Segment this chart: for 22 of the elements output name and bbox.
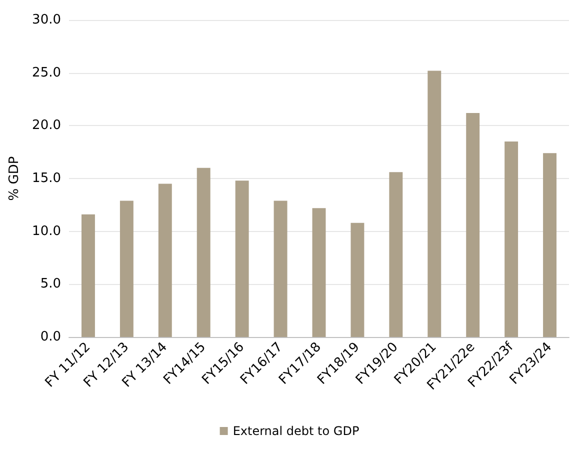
bar [158,184,172,337]
y-tick-label: 5.0 [40,276,61,292]
bar [504,142,518,337]
bar [350,222,364,337]
y-tick-label: 20.0 [32,118,61,134]
bar [428,70,442,337]
bar [543,153,556,337]
y-tick-label: 0.0 [40,330,61,344]
y-tick-label: 25.0 [32,65,61,80]
legend-label: External debt to GDP [232,424,360,438]
bar [120,200,134,337]
y-tick-label: 10.0 [32,224,61,239]
y-tick-label: 30.0 [32,12,61,28]
bar [274,200,288,337]
bar [466,112,480,337]
bar [235,180,249,337]
y-tick-label: 15.0 [32,171,61,186]
bar [389,172,403,337]
bar [312,208,326,337]
bar [82,214,95,337]
y-axis-title: % GDP [7,156,22,201]
bar [196,168,210,337]
